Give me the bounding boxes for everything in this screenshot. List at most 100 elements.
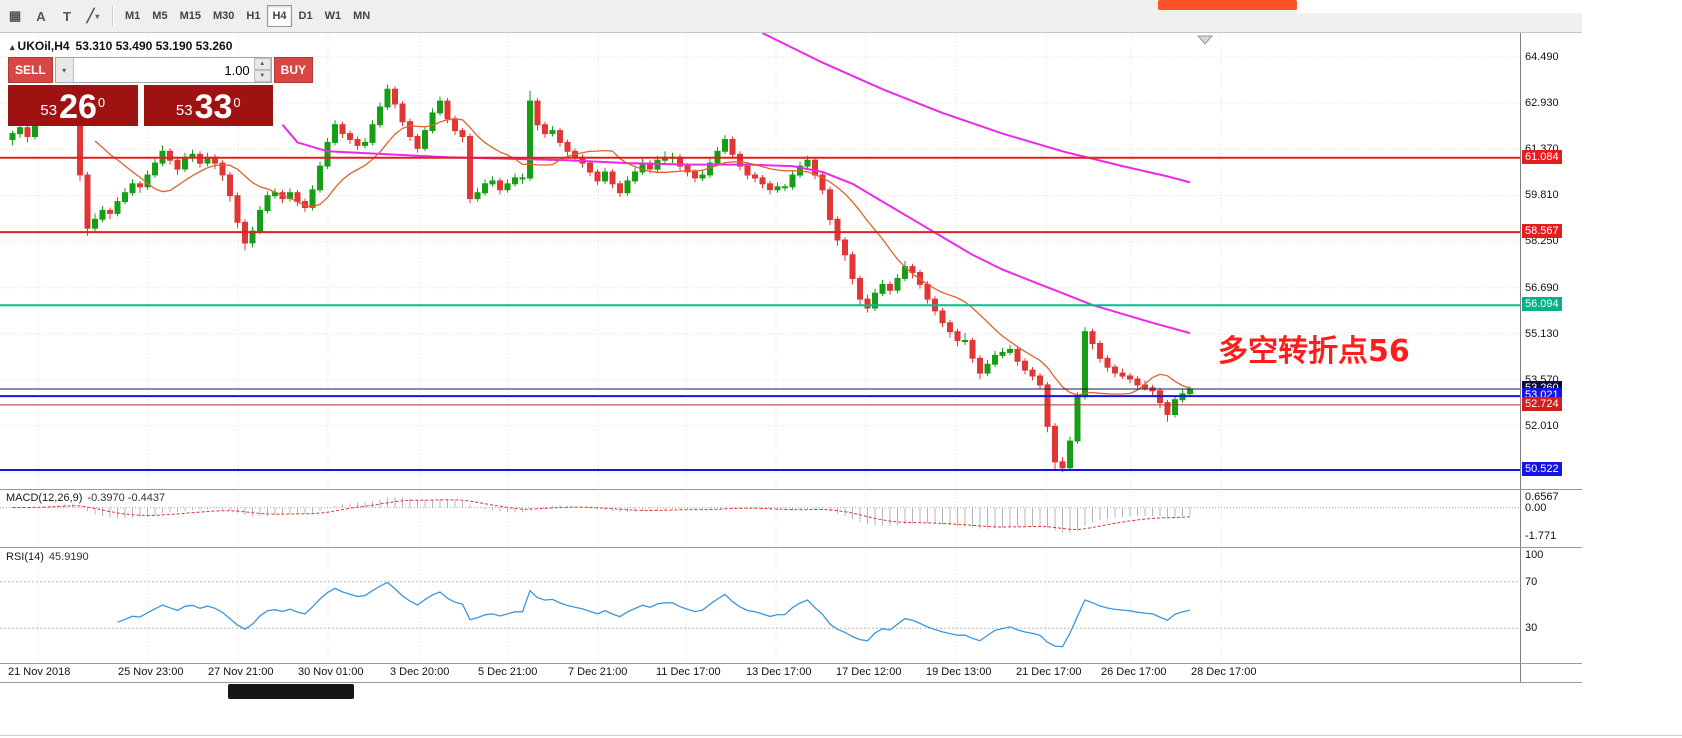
sell-price-sup: 0 [97,95,106,110]
rsi-axis-label: 100 [1525,549,1544,561]
price-level-badge: 58.567 [1522,224,1562,238]
candles-layer [9,84,1193,473]
time-axis-label: 11 Dec 17:00 [656,666,721,678]
timeframe-button-M15[interactable]: M15 [175,5,206,27]
volume-dropdown-button[interactable]: ▾ [55,58,74,82]
price-axis-label: 59.810 [1525,189,1559,201]
candlestick-chart[interactable] [0,33,1520,682]
shape-line-icon: ╱ [86,8,95,23]
panel-separator-macd[interactable] [0,489,1582,490]
timeframe-button-D1[interactable]: D1 [294,5,318,27]
shapes-icon[interactable]: ╱ ▾ [81,4,105,28]
timeframe-button-M1[interactable]: M1 [120,5,145,27]
timeframe-button-H4[interactable]: H4 [267,5,292,27]
toolbar-separator [112,6,113,26]
ma-long-magenta [762,33,1191,184]
time-axis[interactable]: 21 Nov 2018 25 Nov 23:00 27 Nov 21:00 30 No… [0,663,1520,682]
sell-button[interactable]: SELL [8,57,53,83]
price-axis-label: 58.250 [1525,235,1559,247]
rsi-values: 45.9190 [48,551,89,563]
level-lines-layer [0,156,1520,471]
buy-price-big: 33 [194,88,233,127]
time-axis-label: 21 Nov 2018 [8,666,71,678]
time-axis-label: 13 Dec 17:00 [746,666,812,678]
price-axis-label: 56.690 [1525,282,1559,294]
taskbar-item[interactable] [228,684,354,699]
time-axis-label: 25 Nov 23:00 [118,666,184,678]
macd-axis-label: 0.6567 [1525,491,1559,503]
price-axis-label: 64.490 [1525,51,1559,63]
time-axis-label: 3 Dec 20:00 [390,666,450,678]
buy-button[interactable]: BUY [273,57,314,83]
timeframe-button-MN[interactable]: MN [348,5,375,27]
time-axis-label: 5 Dec 21:00 [478,666,538,678]
volume-decrease-button[interactable]: ▼ [253,70,271,82]
macd-title: MACD(12,26,9) [6,492,83,504]
rsi-panel-layer [0,581,1520,648]
symbol-marker-icon: ▴ [10,42,15,52]
buy-price-small: 53 [175,102,193,119]
price-axis-label: 62.930 [1525,97,1559,109]
chart-title: ▴ UKOil,H4 53.310 53.490 53.190 53.260 [10,39,232,53]
volume-input[interactable] [73,58,254,82]
buy-price-sup: 0 [233,95,241,110]
time-axis-label: 30 Nov 01:00 [298,666,364,678]
time-axis-label: 19 Dec 13:00 [926,666,992,678]
chevron-down-icon: ▾ [95,11,100,21]
macd-indicator-label: MACD(12,26,9) -0.3970 -0.4437 [6,492,165,504]
price-level-badge: 52.724 [1522,397,1562,411]
macd-axis-label: -1.771 [1525,530,1557,542]
rsi-title: RSI(14) [6,551,44,563]
price-axis-label: 52.010 [1525,420,1559,432]
price-axis-label: 55.130 [1525,328,1559,340]
bottom-strip [0,682,1682,738]
bottom-divider [0,735,1682,736]
pattern-grid-icon[interactable]: ▦ [3,4,27,28]
rsi-line [117,581,1191,648]
time-axis-label: 27 Nov 21:00 [208,666,274,678]
volume-increase-button[interactable]: ▲ [253,58,271,70]
panel-separator-rsi[interactable] [0,547,1582,548]
panel-separator-timeaxis [0,663,1582,664]
notification-fragment [1158,0,1297,10]
text-label-icon[interactable]: A [29,4,53,28]
price-level-badge: 61.084 [1522,150,1562,164]
buy-price-display[interactable]: 53 33 0 [143,85,273,127]
sell-price-display[interactable]: 53 26 0 [8,85,138,126]
rsi-axis-label: 70 [1525,576,1538,588]
macd-signal-line [12,499,1191,531]
sell-price-big: 26 [59,88,97,127]
price-level-badge: 56.094 [1522,297,1562,311]
rsi-indicator-label: RSI(14) 45.9190 [6,551,89,563]
symbol-period-label: UKOil,H4 [17,39,70,53]
ohlc-values: 53.310 53.490 53.190 53.260 [75,39,233,53]
volume-widget: ▾ ▲ ▼ [54,57,272,83]
top-right-blank [1297,0,1682,13]
price-level-badge: 50.522 [1522,462,1562,476]
text-frame-icon[interactable]: T [55,4,79,28]
ma-mid-magenta [281,124,1191,335]
timeframe-button-H1[interactable]: H1 [241,5,265,27]
macd-axis-label: 0.00 [1525,502,1547,514]
time-axis-label: 7 Dec 21:00 [568,666,628,678]
sell-price-small: 53 [40,102,58,119]
chart-shift-icon [1196,35,1214,45]
time-axis-label: 28 Dec 17:00 [1191,666,1257,678]
timeframe-button-W1[interactable]: W1 [320,5,347,27]
shift-marker-layer [1196,35,1214,45]
price-axis[interactable]: 64.490 62.930 61.370 59.810 58.250 56.690 55.1… [1520,33,1582,682]
macd-values: -0.3970 -0.4437 [87,492,166,504]
time-axis-label: 26 Dec 17:00 [1101,666,1167,678]
ma-fast-orange [94,118,1191,396]
rsi-axis-label: 30 [1525,622,1538,634]
timeframe-button-M5[interactable]: M5 [147,5,172,27]
macd-panel-layer [0,497,1520,533]
time-axis-label: 21 Dec 17:00 [1016,666,1082,678]
window-bottom-border [0,682,1582,683]
time-axis-label: 17 Dec 12:00 [836,666,902,678]
timeframe-button-M30[interactable]: M30 [208,5,239,27]
timeframe-group: M1 M5 M15 M30 H1 H4 D1 W1 MN [119,5,376,27]
chart-annotation-text: 多空转折点56 [1218,334,1410,369]
